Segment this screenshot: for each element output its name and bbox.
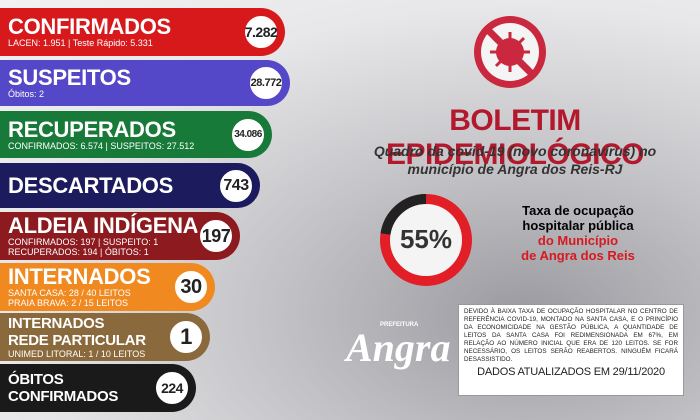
card-title: DESCARTADOS [8,172,173,198]
stat-card: ALDEIA INDÍGENA CONFIRMADOS: 197 | SUSPEI… [0,212,240,260]
occupancy-caption: Taxa de ocupação hospitalar pública do M… [488,203,668,263]
card-detail: CONFIRMADOS: 197 | SUSPEITO: 1 [8,237,159,247]
card-badge: 743 [217,166,255,205]
card-detail: RECUPERADOS: 194 | ÓBITOS: 1 [8,247,149,257]
card-title: CONFIRMADOS [8,14,171,39]
notice: DEVIDO À BAIXA TAXA DE OCUPAÇÃO HOSPITAL… [458,304,684,396]
subtitle: Quadro da covid-19 (novo coronavírus) no… [340,142,690,178]
card-badge: 224 [153,369,191,407]
card-title: ÓBITOS [8,371,64,388]
card-detail: PRAIA BRAVA: 2 / 15 LEITOS [8,298,129,308]
subtitle-line: município de Angra dos Reis-RJ [407,161,623,177]
caption-line: Taxa de ocupação [522,203,634,218]
card-title: INTERNADOS [8,264,151,289]
card-title: ALDEIA INDÍGENA [8,213,199,238]
occupancy-rate: 55% [400,224,452,254]
card-detail: UNIMED LITORAL: 1 / 10 LEITOS [8,349,146,359]
occupancy-ring: 55% [380,194,472,286]
card-title: CONFIRMADOS [8,388,119,405]
card-title: RECUPERADOS [8,116,176,142]
card-badge: 197 [197,217,235,255]
caption-line: de Angra dos Reis [521,248,635,263]
card-detail: SANTA CASA: 28 / 40 LEITOS [8,288,131,298]
card-title: SUSPEITOS [8,65,131,90]
caption-line: do Município [537,233,619,248]
subtitle-line: Quadro da covid-19 (novo coronavírus) no [373,143,657,159]
card-detail: Óbitos: 2 [8,89,45,99]
virus-icon [474,16,546,88]
card-title: INTERNADOS [8,315,105,332]
notice-text: DEVIDO À BAIXA TAXA DE OCUPAÇÃO HOSPITAL… [464,308,678,363]
stat-card: INTERNADOS SANTA CASA: 28 / 40 LEITOS PRAI… [0,263,215,311]
stat-card: SUSPEITOS Óbitos: 2 28.772 [0,60,290,106]
card-badge: 34.086 [229,115,267,154]
logo-small: PREFEITURA [380,322,419,328]
notice-updated: DADOS ATUALIZADOS EM 29/11/2020 [477,366,665,378]
stat-card: RECUPERADOS CONFIRMADOS: 6.574 | SUSPEITO… [0,111,272,158]
card-detail: CONFIRMADOS: 6.574 | SUSPEITOS: 27.512 [8,140,195,151]
stat-card: ÓBITOS CONFIRMADOS 224 [0,364,196,412]
card-badge: 28.772 [247,64,285,102]
card-badge: 1 [167,318,205,356]
caption-line: hospitalar pública [522,218,634,233]
card-badge: 7.282 [242,13,280,51]
card-title: REDE PARTICULAR [8,332,146,349]
stat-card: CONFIRMADOS LACEN: 1.951 | Teste Rápido: … [0,8,285,56]
stat-card: DESCARTADOS 743 [0,163,260,208]
title: BOLETIM EPIDEMIOLÓGICO [385,104,645,171]
card-badge: 30 [172,268,210,306]
stat-card: INTERNADOS REDE PARTICULAR UNIMED LITORAL:… [0,313,210,361]
card-detail: LACEN: 1.951 | Teste Rápido: 5.331 [8,38,153,48]
logo: Angra [346,325,451,370]
